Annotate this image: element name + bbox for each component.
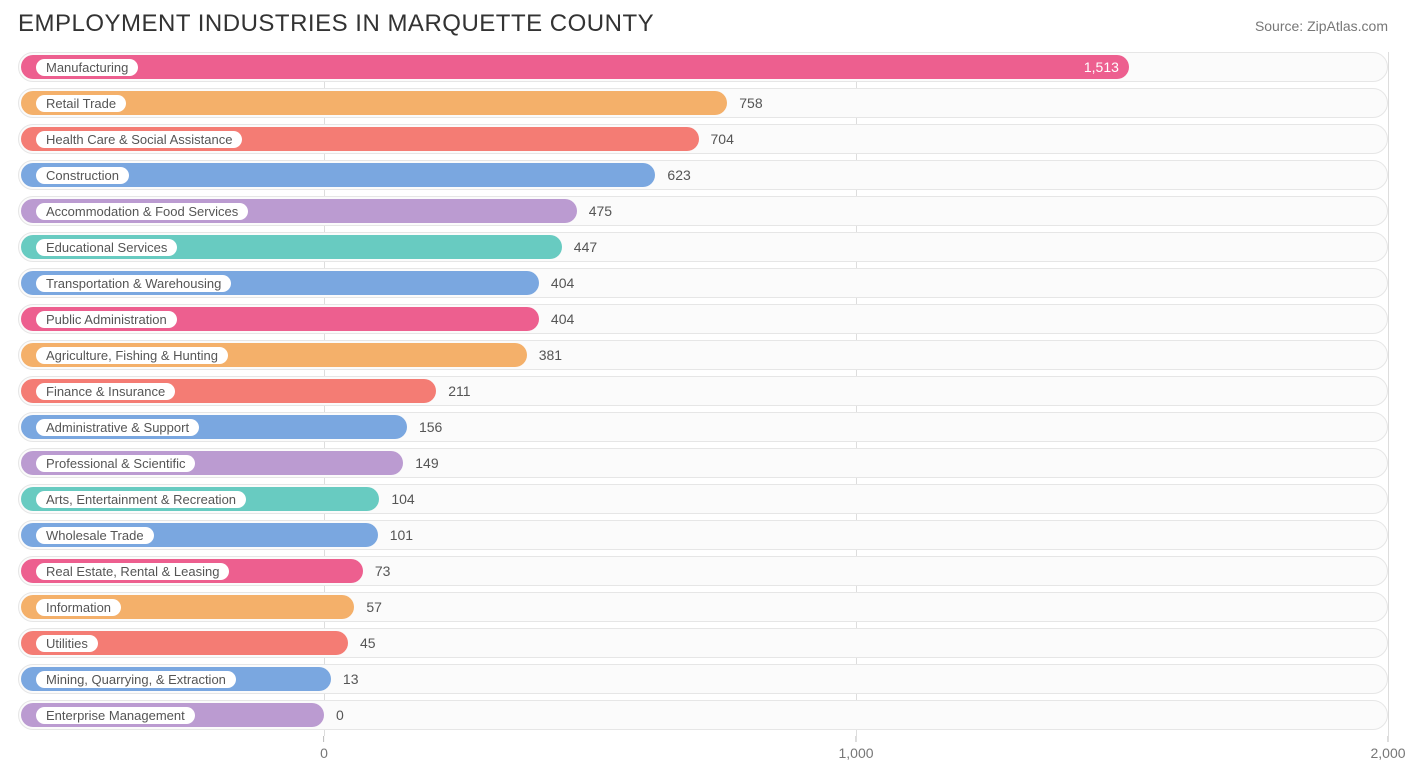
bar-row: Professional & Scientific 149 bbox=[18, 448, 1388, 478]
bar-value: 211 bbox=[448, 376, 470, 406]
bar-label-pill: Mining, Quarrying, & Extraction bbox=[36, 671, 236, 688]
bar-value: 447 bbox=[574, 232, 597, 262]
bar-row: Wholesale Trade 101 bbox=[18, 520, 1388, 550]
bar-value: 149 bbox=[415, 448, 438, 478]
chart-rows: Manufacturing 1,513 Retail Trade 758 Health … bbox=[18, 52, 1388, 730]
bar-label-pill: Professional & Scientific bbox=[36, 455, 195, 472]
bar-row: Transportation & Warehousing 404 bbox=[18, 268, 1388, 298]
tick-line bbox=[1387, 736, 1388, 742]
chart-title: EMPLOYMENT INDUSTRIES IN MARQUETTE COUNT… bbox=[18, 10, 654, 38]
bar-row: Manufacturing 1,513 bbox=[18, 52, 1388, 82]
bar-value: 1,513 bbox=[1084, 52, 1119, 82]
bar-value: 404 bbox=[551, 268, 574, 298]
bar-row: Enterprise Management 0 bbox=[18, 700, 1388, 730]
bar-label-pill: Educational Services bbox=[36, 239, 177, 256]
employment-bar-chart: Manufacturing 1,513 Retail Trade 758 Health … bbox=[18, 52, 1388, 762]
bar-label-pill: Transportation & Warehousing bbox=[36, 275, 231, 292]
bar-row: Construction 623 bbox=[18, 160, 1388, 190]
tick-label: 0 bbox=[320, 745, 328, 761]
bar-label-pill: Agriculture, Fishing & Hunting bbox=[36, 347, 228, 364]
axis-tick: 2,000 bbox=[1370, 736, 1405, 761]
bar-row: Retail Trade 758 bbox=[18, 88, 1388, 118]
bar-label-pill: Enterprise Management bbox=[36, 707, 195, 724]
bar-label-pill: Public Administration bbox=[36, 311, 177, 328]
x-axis: 01,0002,000 bbox=[18, 736, 1388, 762]
axis-tick: 1,000 bbox=[838, 736, 873, 761]
bar-row: Information 57 bbox=[18, 592, 1388, 622]
bar-label-pill: Arts, Entertainment & Recreation bbox=[36, 491, 246, 508]
bar-value: 45 bbox=[360, 628, 376, 658]
bar-value: 73 bbox=[375, 556, 391, 586]
bar-label-pill: Manufacturing bbox=[36, 59, 138, 76]
bar-row: Educational Services 447 bbox=[18, 232, 1388, 262]
tick-label: 1,000 bbox=[838, 745, 873, 761]
bar-value: 758 bbox=[739, 88, 762, 118]
bar-row: Accommodation & Food Services 475 bbox=[18, 196, 1388, 226]
bar-value: 404 bbox=[551, 304, 574, 334]
bar-label-pill: Utilities bbox=[36, 635, 98, 652]
bar-row: Arts, Entertainment & Recreation 104 bbox=[18, 484, 1388, 514]
bar-label-pill: Retail Trade bbox=[36, 95, 126, 112]
bar-value: 156 bbox=[419, 412, 442, 442]
bar-value: 0 bbox=[336, 700, 344, 730]
tick-line bbox=[323, 736, 324, 742]
bar-value: 623 bbox=[667, 160, 690, 190]
bar-row: Utilities 45 bbox=[18, 628, 1388, 658]
bar-label-pill: Wholesale Trade bbox=[36, 527, 154, 544]
tick-label: 2,000 bbox=[1370, 745, 1405, 761]
bar-label-pill: Information bbox=[36, 599, 121, 616]
grid-line bbox=[1388, 52, 1389, 736]
bar-value: 104 bbox=[391, 484, 414, 514]
bar-value: 475 bbox=[589, 196, 612, 226]
chart-header: EMPLOYMENT INDUSTRIES IN MARQUETTE COUNT… bbox=[18, 10, 1388, 38]
bar-value: 101 bbox=[390, 520, 413, 550]
tick-line bbox=[855, 736, 856, 742]
bar-label-pill: Administrative & Support bbox=[36, 419, 199, 436]
bar-row: Mining, Quarrying, & Extraction 13 bbox=[18, 664, 1388, 694]
bar-row: Administrative & Support 156 bbox=[18, 412, 1388, 442]
bar-value: 381 bbox=[539, 340, 562, 370]
bar-label-pill: Accommodation & Food Services bbox=[36, 203, 248, 220]
bar-value: 13 bbox=[343, 664, 359, 694]
bar-label-pill: Finance & Insurance bbox=[36, 383, 175, 400]
bar-fill bbox=[21, 91, 727, 115]
bar-row: Finance & Insurance 211 bbox=[18, 376, 1388, 406]
bar-label-pill: Construction bbox=[36, 167, 129, 184]
bar-value: 57 bbox=[366, 592, 382, 622]
bar-label-pill: Health Care & Social Assistance bbox=[36, 131, 242, 148]
bar-row: Public Administration 404 bbox=[18, 304, 1388, 334]
axis-tick: 0 bbox=[320, 736, 328, 761]
bar-row: Agriculture, Fishing & Hunting 381 bbox=[18, 340, 1388, 370]
bar-row: Real Estate, Rental & Leasing 73 bbox=[18, 556, 1388, 586]
bar-fill bbox=[21, 55, 1129, 79]
chart-source: Source: ZipAtlas.com bbox=[1255, 18, 1388, 34]
bar-value: 704 bbox=[711, 124, 734, 154]
bar-row: Health Care & Social Assistance 704 bbox=[18, 124, 1388, 154]
bar-label-pill: Real Estate, Rental & Leasing bbox=[36, 563, 229, 580]
